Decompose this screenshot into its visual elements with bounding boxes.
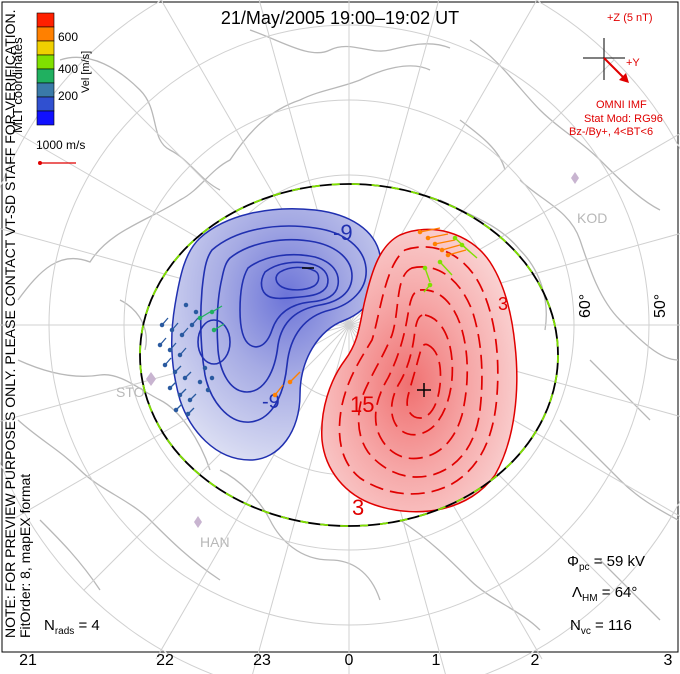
mlt-tick-22: 22 bbox=[156, 652, 174, 669]
imf-scale-label: +Z (5 nT) bbox=[607, 12, 653, 24]
scale-vector-label: 1000 m/s bbox=[36, 138, 86, 152]
hm-boundary bbox=[139, 183, 559, 527]
stat-n-rads-symbol: N bbox=[44, 617, 55, 634]
station-label-han: HAN bbox=[200, 534, 230, 550]
stat-lambda-hm-subscript: HM bbox=[582, 593, 598, 604]
colorbar-swatch bbox=[36, 82, 55, 98]
velocity-colorbar bbox=[36, 12, 55, 126]
stat-lambda-hm: ΛHM = 64° bbox=[572, 584, 637, 604]
stat-n-vc-symbol: N bbox=[570, 617, 581, 634]
station-markers bbox=[146, 172, 579, 528]
mlt-tick-23: 23 bbox=[253, 652, 271, 669]
mlt-tick-2: 2 bbox=[530, 652, 540, 669]
latitude-label-50: 50° bbox=[652, 293, 669, 318]
colorbar-swatch bbox=[36, 96, 55, 112]
colorbar-label: Vel [m/s] bbox=[80, 50, 92, 93]
positive-potential-maximum-marker bbox=[417, 383, 431, 397]
contour-label-pos-1: 15 bbox=[350, 392, 374, 417]
station-marker-sto bbox=[146, 372, 156, 386]
imf-clock bbox=[583, 38, 629, 83]
stat-mod-label: Stat Mod: RG96 bbox=[584, 113, 663, 125]
imf-condition-label: Bz-/By+, 4<BT<6 bbox=[569, 126, 654, 138]
imf-source-label: OMNI IMF bbox=[596, 99, 647, 111]
colorbar-swatch bbox=[36, 110, 55, 126]
velocity-vectors-west bbox=[157, 302, 215, 417]
stat-n-vc-value: = 116 bbox=[595, 617, 632, 634]
velocity-vectors-northwest bbox=[197, 305, 225, 333]
stat-lambda-hm-symbol: Λ bbox=[572, 584, 583, 601]
mlt-tick-3: 3 bbox=[663, 652, 673, 669]
colorbar-tick-400: 400 bbox=[58, 62, 79, 76]
mlt-tick-0: 0 bbox=[344, 652, 354, 669]
colorbar-swatch bbox=[36, 26, 55, 42]
imf-vector bbox=[603, 57, 627, 81]
mlt-tick-21: 21 bbox=[19, 652, 37, 669]
stat-lambda-hm-value: = 64° bbox=[601, 584, 638, 601]
colorbar-swatch bbox=[36, 68, 55, 84]
imf-vector-arrowhead bbox=[619, 73, 629, 83]
latitude-label-60: 60° bbox=[577, 293, 594, 318]
positive-convection-cell: 15 3 3 bbox=[321, 228, 518, 520]
colorbar-swatch bbox=[36, 40, 55, 56]
colorbar-swatch bbox=[36, 54, 55, 70]
stat-n-vc: Nvc = 116 bbox=[570, 617, 632, 637]
scale-vector bbox=[38, 161, 76, 165]
mlt-tick-1: 1 bbox=[431, 652, 441, 669]
station-marker-han bbox=[194, 516, 202, 528]
plot-title: 21/May/2005 19:00–19:02 UT bbox=[220, 8, 460, 28]
station-label-sto: STO bbox=[116, 384, 145, 400]
velocity-vectors-dawn-green bbox=[422, 235, 478, 293]
contour-label-pos-3: 3 bbox=[498, 294, 508, 314]
velocity-vectors-dawn bbox=[272, 227, 467, 398]
stat-n-rads-subscript: rads bbox=[54, 626, 75, 637]
imf-y-label: +Y bbox=[626, 57, 640, 69]
stat-phi-pc-subscript: pc bbox=[578, 562, 590, 573]
stat-phi-pc-symbol: Φ bbox=[567, 553, 579, 570]
contour-label-pos-2: 3 bbox=[352, 495, 364, 520]
fit-order-label: FitOrder: 8, mapEX format bbox=[17, 473, 33, 638]
colorbar-tick-200: 200 bbox=[58, 89, 79, 103]
stat-phi-pc-value: = 59 kV bbox=[593, 553, 645, 570]
colorbar-tick-600: 600 bbox=[58, 30, 79, 44]
stat-n-rads: Nrads = 4 bbox=[44, 617, 100, 637]
stat-n-vc-subscript: vc bbox=[580, 626, 591, 637]
plot-border bbox=[1, 1, 679, 653]
preview-note: NOTE: FOR PREVIEW PURPOSES ONLY. PLEASE … bbox=[2, 9, 18, 638]
contour-label-neg-1: -9 bbox=[333, 220, 353, 245]
station-marker-kod bbox=[571, 172, 579, 184]
station-label-kod: KOD bbox=[577, 210, 608, 226]
stat-n-rads-value: = 4 bbox=[78, 617, 100, 634]
stat-phi-pc: Φpc = 59 kV bbox=[567, 553, 645, 573]
